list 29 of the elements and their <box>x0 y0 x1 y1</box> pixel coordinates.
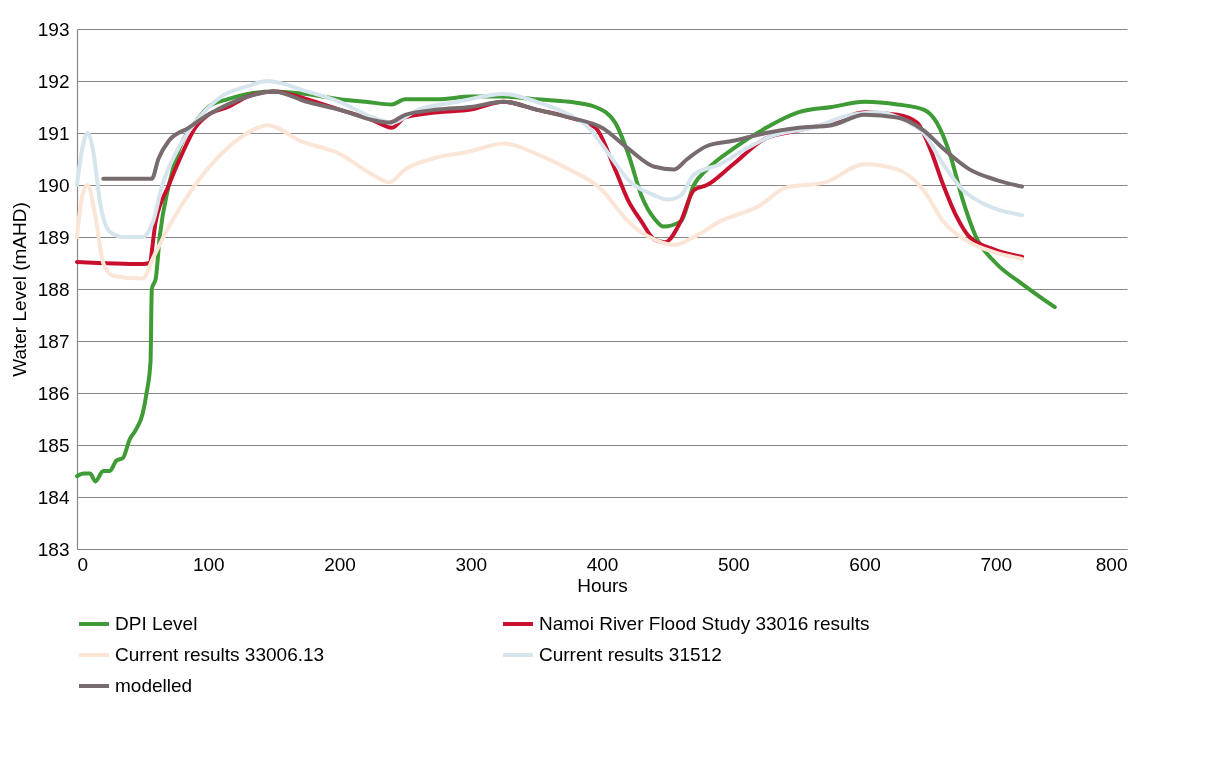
y-tick-label: 187 <box>37 330 70 352</box>
y-tick-label: 184 <box>37 486 70 508</box>
x-tick-label: 700 <box>980 553 1013 575</box>
x-tick-label: 400 <box>586 553 619 575</box>
y-tick-label: 183 <box>37 538 70 560</box>
x-tick-label: 500 <box>717 553 750 575</box>
legend-label: Namoi River Flood Study 33016 results <box>539 613 870 634</box>
y-tick-label: 192 <box>37 70 70 92</box>
x-tick-label: 0 <box>77 553 89 575</box>
x-tick-label: 800 <box>1095 553 1128 575</box>
y-tick-label: 191 <box>37 122 70 144</box>
y-tick-label: 188 <box>37 278 70 300</box>
x-axis-title: Hours <box>577 574 628 596</box>
legend-label: DPI Level <box>115 613 198 634</box>
x-tick-label: 200 <box>324 553 356 575</box>
x-tick-label: 100 <box>192 553 225 575</box>
y-axis-title: Water Level (mAHD) <box>8 202 30 377</box>
legend-label: Current results 33006.13 <box>115 644 325 665</box>
line-series <box>101 89 1024 189</box>
y-tick-label: 186 <box>37 382 70 404</box>
line-series <box>75 123 1024 281</box>
legend-label: Current results 31512 <box>539 644 722 665</box>
y-tick-label: 190 <box>37 174 70 196</box>
x-tick-label: 300 <box>455 553 488 575</box>
legend-label: modelled <box>115 675 193 696</box>
y-tick-label: 185 <box>37 434 70 456</box>
y-tick-label: 193 <box>37 18 70 40</box>
y-tick-label: 189 <box>37 226 70 248</box>
x-tick-label: 600 <box>849 553 881 575</box>
